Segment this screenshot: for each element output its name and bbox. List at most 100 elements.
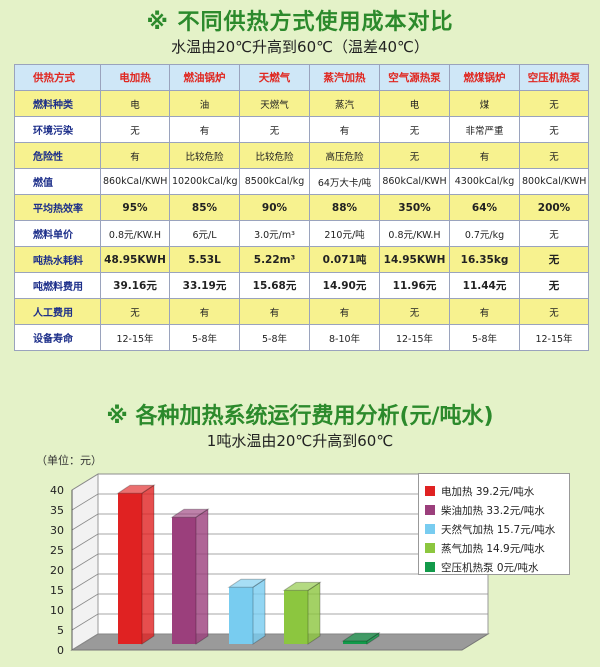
- legend-label: 电加热 39.2元/吨水: [441, 485, 535, 498]
- table-cell: 12-15年: [100, 324, 170, 351]
- table-cell: 有: [309, 116, 380, 143]
- table-cell: 64%: [449, 194, 520, 221]
- y-tick-label: 15: [50, 584, 64, 597]
- row-label: 人工费用: [14, 298, 101, 325]
- row-label: 危险性: [14, 142, 101, 169]
- table-row: 平均热效率 95% 85% 90% 88% 350% 64% 200%: [14, 194, 589, 221]
- row-label: 平均热效率: [14, 194, 101, 221]
- table-cell: 16.35kg: [449, 246, 520, 273]
- table-cell: 6元/L: [169, 220, 240, 247]
- legend-item: 空压机热泵 0元/吨水: [425, 560, 539, 574]
- table-cell: 3.0元/m³: [239, 220, 310, 247]
- table-row: 吨热水耗料 48.95KWH 5.53L 5.22m³ 0.071吨 14.95KWH 16…: [14, 246, 589, 273]
- gridline: [71, 553, 488, 571]
- table-row: 吨燃料费用 39.16元 33.19元 15.68元 14.90元 11.96元 11.44…: [14, 272, 589, 299]
- table-header-row: 供热方式 电加热 燃油锅炉 天燃气 蒸汽加热 空气源热泵 燃煤锅炉 空压机热泵: [14, 64, 589, 91]
- bar-front: [343, 641, 367, 644]
- bar-front: [118, 493, 142, 644]
- y-tick-label: 25: [50, 544, 64, 557]
- legend-label: 蒸气加热 14.9元/吨水: [441, 542, 545, 555]
- gridline: [71, 613, 488, 631]
- chart-legend: 电加热 39.2元/吨水 柴油加热 33.2元/吨水 天然气加热 15.7元/吨水蒸…: [418, 473, 570, 575]
- table-cell: 无: [100, 298, 170, 325]
- cost-comparison-table: 供热方式 电加热 燃油锅炉 天燃气 蒸汽加热 空气源热泵 燃煤锅炉 空压机热泵 燃料种类电油天燃…: [14, 64, 589, 351]
- legend-item: 柴油加热 33.2元/吨水: [425, 503, 545, 517]
- row-label: 燃值: [14, 168, 101, 195]
- table-header-cell: 燃油锅炉: [169, 64, 240, 91]
- table-cell: 0.071吨: [309, 246, 380, 273]
- table-cell: 88%: [309, 194, 380, 221]
- table-header-cell: 蒸汽加热: [309, 64, 380, 91]
- legend-item: 电加热 39.2元/吨水: [425, 484, 534, 498]
- gridline: [71, 593, 488, 611]
- table-cell: 比较危险: [239, 142, 310, 169]
- table-cell: 无: [519, 142, 589, 169]
- table-cell: 无: [519, 90, 589, 117]
- table-cell: 64万大卡/吨: [309, 168, 380, 195]
- gridline: [71, 513, 488, 531]
- legend-item: 蒸气加热 14.9元/吨水: [425, 541, 545, 555]
- table-cell: 48.95KWH: [100, 246, 170, 273]
- bar-side: [366, 632, 380, 645]
- y-tick-label: 35: [50, 504, 64, 517]
- table-cell: 14.90元: [309, 272, 380, 299]
- table-cell: 无: [379, 142, 450, 169]
- table-cell: 无: [100, 116, 170, 143]
- table-header-cell: 供热方式: [14, 64, 101, 91]
- table-cell: 有: [309, 298, 380, 325]
- legend-label: 天然气加热 15.7元/吨水: [441, 523, 556, 536]
- table-cell: 无: [519, 246, 589, 273]
- table-cell: 12-15年: [519, 324, 589, 351]
- bar-top: [227, 578, 267, 588]
- legend-swatch: [425, 524, 435, 534]
- table-row: 环境污染无有无有无非常严重无: [14, 116, 589, 143]
- legend-label: 空压机热泵 0元/吨水: [441, 561, 539, 574]
- bar-front: [172, 517, 196, 644]
- table-title: ※ 不同供热方式使用成本对比: [146, 10, 454, 35]
- table-row: 燃料单价 0.8元/KW.H 6元/L 3.0元/m³ 210元/吨 0.8元/KW.H 0…: [14, 220, 589, 247]
- table-cell: 15.68元: [239, 272, 310, 299]
- gridline: [71, 473, 488, 491]
- table-header-cell: 天燃气: [239, 64, 310, 91]
- table-cell: 有: [169, 116, 240, 143]
- table-header-cell: 空压机热泵: [519, 64, 589, 91]
- table-cell: 有: [239, 298, 310, 325]
- bar-side: [307, 581, 321, 645]
- table-cell: 无: [519, 272, 589, 299]
- table-cell: 煤: [449, 90, 520, 117]
- table-cell: 11.44元: [449, 272, 520, 299]
- table-cell: 11.96元: [379, 272, 450, 299]
- table-cell: 5-8年: [449, 324, 520, 351]
- y-tick-label: 5: [57, 624, 64, 637]
- row-label: 吨燃料费用: [14, 272, 101, 299]
- chart-subtitle: 1吨水温由20℃升高到60℃: [206, 432, 394, 450]
- table-header-cell: 空气源热泵: [379, 64, 450, 91]
- row-label: 燃料单价: [14, 220, 101, 247]
- table-cell: 8-10年: [309, 324, 380, 351]
- y-tick-label: 40: [50, 484, 64, 497]
- legend-swatch: [425, 505, 435, 515]
- gridline: [71, 533, 488, 551]
- gridline: [71, 493, 488, 511]
- table-cell: 5.53L: [169, 246, 240, 273]
- y-tick-label: 0: [57, 644, 64, 657]
- table-cell: 0.8元/KW.H: [379, 220, 450, 247]
- bar-top: [282, 581, 322, 591]
- table-row: 燃料种类电油天燃气 蒸汽电煤无: [14, 90, 589, 117]
- table-cell: 90%: [239, 194, 310, 221]
- table-cell: 14.95KWH: [379, 246, 450, 273]
- table-cell: 有: [449, 298, 520, 325]
- unit-label: （单位：元）: [36, 454, 102, 467]
- table-cell: 无: [379, 298, 450, 325]
- table-cell: 比较危险: [169, 142, 240, 169]
- bar-side: [141, 484, 155, 645]
- table-subtitle: 水温由20℃升高到60℃（温差40℃）: [171, 38, 429, 56]
- y-tick-label: 30: [50, 524, 64, 537]
- legend-label: 柴油加热 33.2元/吨水: [441, 504, 545, 517]
- bar-front: [229, 587, 253, 644]
- table-cell: 蒸汽: [309, 90, 380, 117]
- table-cell: 33.19元: [169, 272, 240, 299]
- table-cell: 高压危险: [309, 142, 380, 169]
- bar-top: [170, 508, 210, 518]
